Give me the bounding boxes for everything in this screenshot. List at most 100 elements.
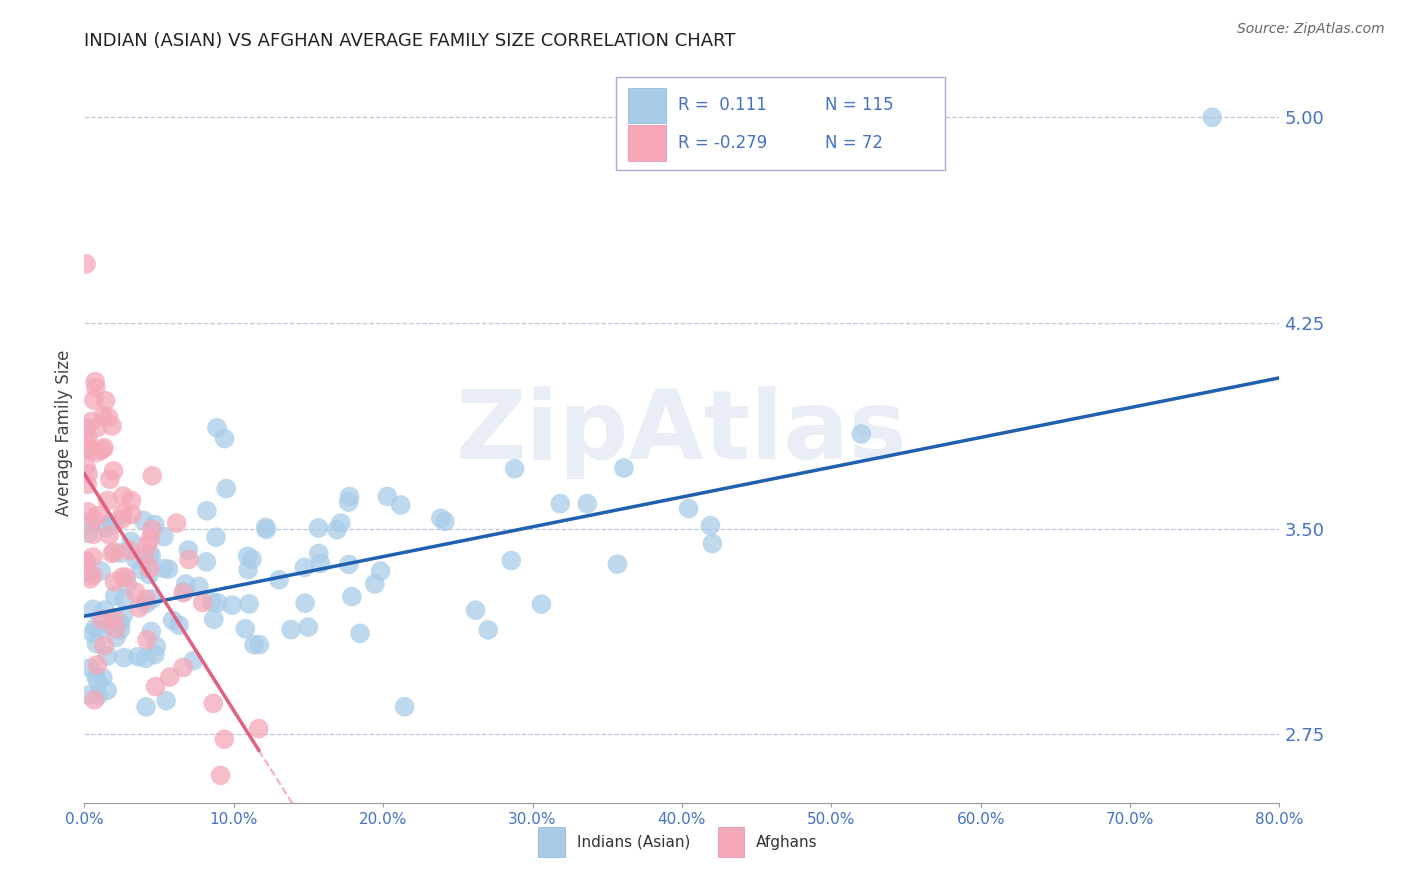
Point xyxy=(103,574,125,589)
Point xyxy=(83,693,105,707)
Point xyxy=(103,545,125,559)
Point xyxy=(477,623,499,637)
Point xyxy=(430,511,453,525)
Point xyxy=(240,552,263,566)
Point xyxy=(110,623,132,637)
Point xyxy=(152,561,174,575)
Point xyxy=(82,568,104,582)
Point xyxy=(115,577,138,591)
Point xyxy=(135,592,157,607)
Point xyxy=(97,648,120,663)
Point xyxy=(82,527,104,541)
Point xyxy=(233,622,256,636)
Point xyxy=(139,532,162,546)
Point xyxy=(340,590,363,604)
Point xyxy=(177,552,200,566)
Point xyxy=(101,419,124,434)
Point xyxy=(110,616,132,631)
Point xyxy=(375,489,398,503)
Point xyxy=(90,564,112,578)
Point xyxy=(307,521,329,535)
Point xyxy=(103,611,125,625)
Point xyxy=(294,596,316,610)
Point xyxy=(136,538,159,552)
Point xyxy=(94,393,117,408)
Point xyxy=(84,375,107,389)
Point xyxy=(141,624,163,639)
Point xyxy=(125,552,148,566)
Point xyxy=(77,505,100,519)
Text: N = 72: N = 72 xyxy=(825,134,883,153)
Text: INDIAN (ASIAN) VS AFGHAN AVERAGE FAMILY SIZE CORRELATION CHART: INDIAN (ASIAN) VS AFGHAN AVERAGE FAMILY … xyxy=(84,32,735,50)
Text: R =  0.111: R = 0.111 xyxy=(678,96,768,114)
Point xyxy=(134,549,156,563)
Point xyxy=(1201,110,1223,124)
Point xyxy=(172,660,194,674)
Point xyxy=(138,561,160,575)
Point xyxy=(97,410,120,425)
Point xyxy=(851,427,873,442)
Point xyxy=(309,557,332,571)
Point xyxy=(613,461,636,475)
Point xyxy=(91,409,114,423)
Point xyxy=(120,534,142,549)
Point xyxy=(84,381,107,395)
Point xyxy=(91,613,114,627)
Point xyxy=(236,549,259,564)
Point xyxy=(135,699,157,714)
Point xyxy=(464,603,486,617)
Text: N = 115: N = 115 xyxy=(825,96,894,114)
Point xyxy=(115,570,138,584)
Point xyxy=(195,504,218,518)
Point xyxy=(702,536,724,550)
Point xyxy=(297,620,319,634)
Point xyxy=(104,631,127,645)
Point xyxy=(112,592,135,607)
Point xyxy=(247,638,270,652)
Bar xyxy=(628,126,666,161)
Point xyxy=(254,520,277,534)
Point xyxy=(97,493,120,508)
Point xyxy=(76,442,98,456)
Point xyxy=(104,622,127,636)
Point xyxy=(141,522,163,536)
Point xyxy=(141,592,163,607)
Point xyxy=(349,626,371,640)
Point xyxy=(364,577,387,591)
Point xyxy=(254,523,277,537)
Point xyxy=(267,573,290,587)
Point xyxy=(86,420,108,434)
Text: Indians (Asian): Indians (Asian) xyxy=(576,835,690,849)
Point xyxy=(221,598,243,612)
Point xyxy=(112,650,135,665)
Point xyxy=(76,566,98,580)
Bar xyxy=(718,827,744,857)
Point xyxy=(166,516,188,531)
Point xyxy=(501,553,523,567)
Point xyxy=(100,619,122,633)
Point xyxy=(155,693,177,707)
Point xyxy=(82,602,104,616)
Point xyxy=(87,689,110,703)
Point xyxy=(205,530,228,544)
Point xyxy=(138,549,160,563)
Point xyxy=(207,596,229,610)
Point xyxy=(86,637,108,651)
Point xyxy=(127,649,149,664)
Point xyxy=(389,498,412,512)
Point xyxy=(84,621,107,635)
Point xyxy=(80,443,103,458)
Point xyxy=(104,589,127,603)
Bar xyxy=(628,87,666,123)
Point xyxy=(214,432,236,446)
Point xyxy=(236,563,259,577)
Point xyxy=(101,547,124,561)
Point xyxy=(173,584,195,599)
Point xyxy=(153,530,176,544)
Point xyxy=(159,670,181,684)
Point xyxy=(75,434,97,448)
Point xyxy=(136,632,159,647)
Point xyxy=(75,257,97,271)
Point xyxy=(187,579,209,593)
Point xyxy=(503,461,526,475)
